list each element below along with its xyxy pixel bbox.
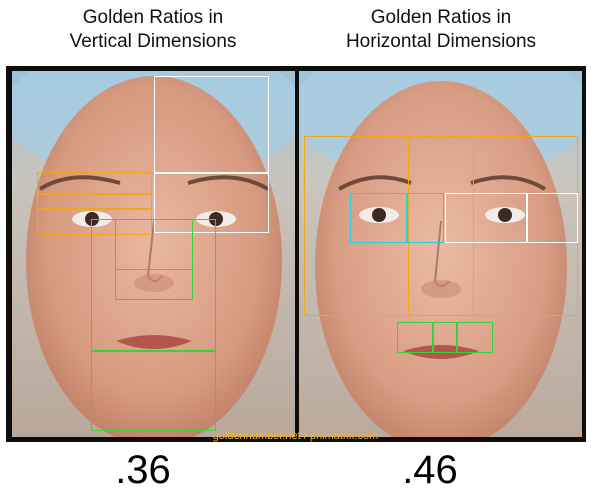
horizontal-score: .46 (402, 448, 458, 492)
right-eye-ratio-box-outer (445, 193, 527, 243)
vertical-dimensions-title: Golden Ratios in Vertical Dimensions (18, 6, 288, 54)
vertical-score: .36 (115, 448, 171, 492)
vertical-title-text: Golden Ratios in Vertical Dimensions (69, 7, 237, 52)
mouth-ratio-box-left (397, 322, 433, 353)
left-eye-ratio-box-inner (407, 193, 444, 243)
horizontal-face-panel (299, 71, 582, 437)
mouth-ratio-box-right (457, 322, 493, 353)
horizontal-dimensions-title: Golden Ratios in Horizontal Dimensions (306, 6, 576, 54)
forehead-eye-ratio-box (154, 173, 269, 233)
chin-ratio-box (91, 351, 216, 431)
brow-ratio-box-top (37, 172, 152, 194)
horizontal-title-text: Golden Ratios in Horizontal Dimensions (345, 7, 537, 52)
vertical-face-panel (12, 71, 295, 437)
face-image-left (12, 71, 295, 437)
right-eye-ratio-box-inner (527, 193, 578, 243)
brow-ratio-box-bottom (37, 209, 152, 235)
left-eye-ratio-box-outer (350, 193, 407, 243)
mouth-ratio-box-center (433, 322, 457, 353)
forehead-ratio-box (154, 76, 269, 173)
brow-ratio-box-mid (37, 194, 152, 209)
source-credit: goldennumber.net / phimatrix.com (212, 430, 379, 442)
face-image-right (299, 71, 582, 437)
face-center-ratio-box (408, 136, 474, 316)
nose-tip-ratio-box (115, 269, 193, 300)
